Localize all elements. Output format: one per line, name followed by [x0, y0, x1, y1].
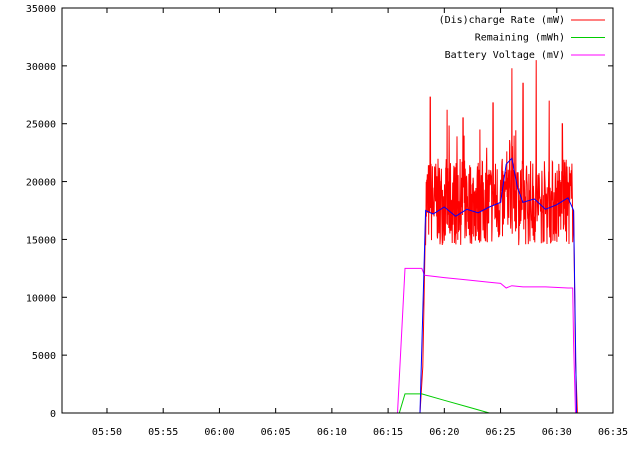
y-tick-label: 10000 — [26, 293, 56, 304]
legend: (Dis)charge Rate (mW) Remaining (mWh) Batt… — [439, 15, 605, 61]
y-tick-label: 35000 — [26, 4, 56, 15]
x-tick-label: 06:20 — [429, 427, 459, 438]
series-line-battery-voltage-mv — [397, 267, 576, 414]
ticks-layer: 0 5000 10000 15000 20000 25000 30000 35000 05:50… — [26, 4, 628, 438]
y-tick-label: 5000 — [32, 351, 56, 362]
series-line-series-3 — [419, 157, 577, 414]
series-layer — [397, 60, 578, 414]
x-tick-label: 05:50 — [92, 427, 122, 438]
plot-frame — [61, 7, 614, 414]
legend-label-dis-charge-rate-mw: (Dis)charge Rate (mW) — [439, 15, 565, 26]
series-line-remaining-mwh — [398, 393, 490, 414]
x-tick-label: 06:15 — [373, 427, 403, 438]
x-tick-label: 06:30 — [542, 427, 572, 438]
x-tick-label: 06:35 — [598, 427, 628, 438]
x-tick-label: 06:00 — [204, 427, 234, 438]
y-tick-label: 20000 — [26, 178, 56, 189]
legend-label-remaining-mwh: Remaining (mWh) — [475, 33, 565, 44]
y-tick-label: 15000 — [26, 235, 56, 246]
y-tick-label: 0 — [50, 409, 56, 420]
y-tick-label: 30000 — [26, 62, 56, 73]
x-tick-label: 06:05 — [261, 427, 291, 438]
x-tick-label: 06:25 — [485, 427, 515, 438]
series-line-dis-charge-rate-mw — [419, 60, 578, 414]
y-tick-label: 25000 — [26, 120, 56, 131]
x-tick-label: 05:55 — [148, 427, 178, 438]
legend-label-battery-voltage-mv: Battery Voltage (mV) — [445, 50, 565, 61]
x-tick-label: 06:10 — [317, 427, 347, 438]
